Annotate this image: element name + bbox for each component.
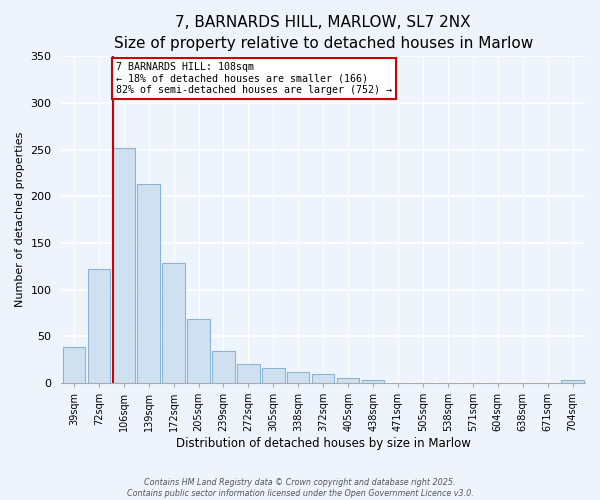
Bar <box>187 320 210 383</box>
Bar <box>562 380 584 383</box>
Text: 7 BARNARDS HILL: 108sqm
← 18% of detached houses are smaller (166)
82% of semi-d: 7 BARNARDS HILL: 108sqm ← 18% of detache… <box>116 62 392 95</box>
Bar <box>113 148 135 383</box>
Bar <box>212 351 235 383</box>
Bar <box>262 368 284 383</box>
Bar <box>137 184 160 383</box>
Bar <box>287 372 310 383</box>
Bar <box>362 380 384 383</box>
Y-axis label: Number of detached properties: Number of detached properties <box>15 132 25 308</box>
Bar <box>88 269 110 383</box>
Bar <box>163 264 185 383</box>
Text: Contains HM Land Registry data © Crown copyright and database right 2025.
Contai: Contains HM Land Registry data © Crown c… <box>127 478 473 498</box>
X-axis label: Distribution of detached houses by size in Marlow: Distribution of detached houses by size … <box>176 437 470 450</box>
Bar <box>62 348 85 383</box>
Bar <box>312 374 334 383</box>
Bar <box>237 364 260 383</box>
Bar <box>337 378 359 383</box>
Title: 7, BARNARDS HILL, MARLOW, SL7 2NX
Size of property relative to detached houses i: 7, BARNARDS HILL, MARLOW, SL7 2NX Size o… <box>113 15 533 51</box>
